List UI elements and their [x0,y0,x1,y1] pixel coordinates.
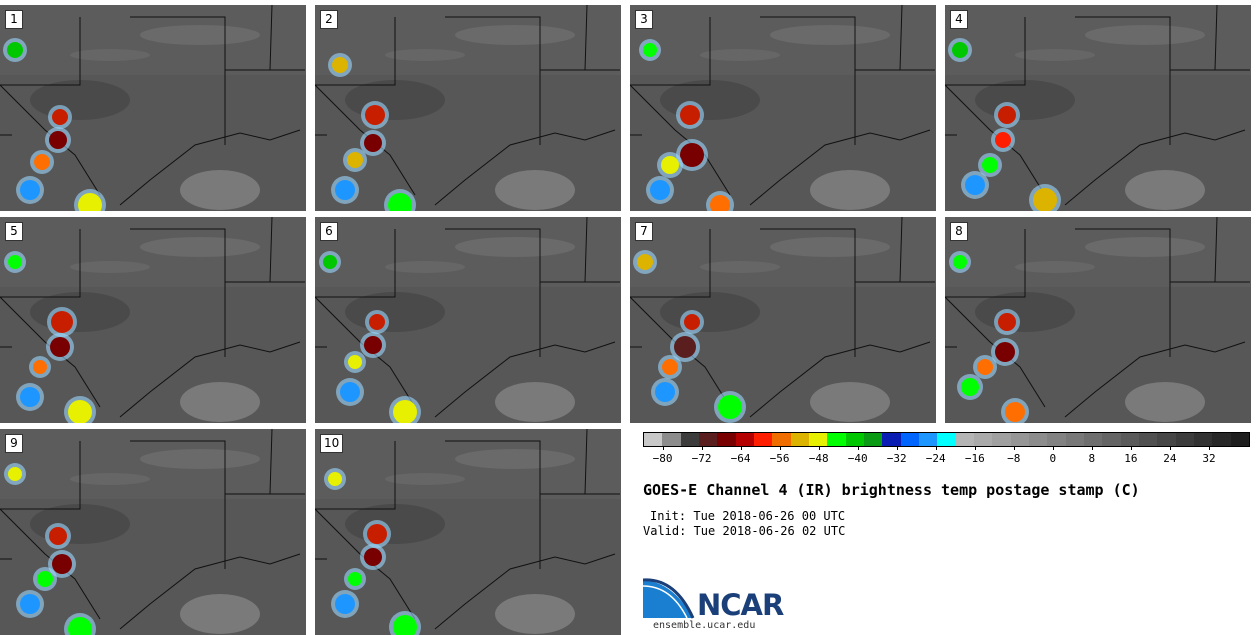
colorbar-segment [753,433,773,446]
colorbar-segment [735,433,754,446]
colorbar-segment [882,433,901,446]
colorbar-segment [1212,433,1231,446]
colorbar-segment [717,433,736,446]
colorbar-tick-label: 16 [1124,452,1138,465]
map-panel-9: 9 [0,429,306,635]
colorbar-segment [992,433,1011,446]
valid-time: Valid: Tue 2018-06-26 02 UTC [643,524,846,538]
panel-number-label: 10 [320,434,344,453]
colorbar-tick [1130,446,1132,450]
colorbar-tick [857,446,859,450]
colorbar-tick [701,446,703,450]
site-url: ensemble.ucar.edu [653,620,756,631]
map-panel-7: 7 [630,217,936,423]
colorbar-segment [1230,433,1249,446]
colorbar-segment [863,433,883,446]
panel-number-label: 6 [320,222,338,241]
panel-number-label: 7 [635,222,653,241]
colorbar-tick-label: −64 [730,452,751,465]
map-panel-5: 5 [0,217,306,423]
colorbar-segment [827,433,846,446]
colorbar-segment [1010,433,1029,446]
map-panel-2: 2 [315,5,621,211]
colorbar-segment [918,433,938,446]
colorbar-tick [1208,446,1210,450]
colorbar-segment [772,433,791,446]
colorbar-tick [1091,446,1093,450]
ncar-logo-icon [643,578,695,619]
colorbar-segment [662,433,681,446]
colorbar-tick-label: −32 [886,452,907,465]
colorbar-tick-label: −40 [847,452,868,465]
colorbar-segment [1047,433,1066,446]
colorbar-tick [935,446,937,450]
map-panel-6: 6 [315,217,621,423]
map-panel-4: 4 [945,5,1251,211]
colorbar-segment [900,433,919,446]
colorbar-tick-label: −24 [925,452,946,465]
colorbar-tick-label: 8 [1088,452,1096,465]
colorbar-segment [1193,433,1213,446]
colorbar-tick-label: −72 [691,452,712,465]
colorbar-tick-label: −16 [964,452,985,465]
colorbar-tick [1052,446,1054,450]
colorbar-tick [1013,446,1015,450]
panel-number-label: 4 [950,10,968,29]
colorbar-tick-label: −48 [808,452,829,465]
colorbar-segment [1138,433,1158,446]
colorbar-segment [973,433,993,446]
colorbar-tick [1169,446,1171,450]
colorbar-segment [1157,433,1176,446]
map-panel-1: 1 [0,5,306,211]
colorbar-tick [818,446,820,450]
colorbar-tick-label: 24 [1163,452,1177,465]
colorbar-segment [937,433,956,446]
colorbar [643,432,1250,447]
panel-number-label: 8 [950,222,968,241]
ncar-logo-text: NCAR [697,588,784,622]
panel-number-label: 3 [635,10,653,29]
colorbar-segment [680,433,699,446]
colorbar-segment [1028,433,1048,446]
colorbar-segment [1175,433,1194,446]
colorbar-segment [955,433,974,446]
colorbar-tick-label: −56 [769,452,790,465]
panel-number-label: 9 [5,434,23,453]
map-panel-10: 10 [315,429,621,635]
colorbar-segment [1083,433,1103,446]
product-title: GOES-E Channel 4 (IR) brightness temp po… [643,481,1140,499]
colorbar-tick-label: −80 [652,452,673,465]
colorbar-segment [698,433,718,446]
colorbar-segment [644,433,663,446]
init-time: Init: Tue 2018-06-26 00 UTC [650,509,846,523]
colorbar-segment [790,433,809,446]
colorbar-tick [662,446,664,450]
colorbar-segment [808,433,828,446]
colorbar-tick-label: 32 [1202,452,1216,465]
colorbar-tick [779,446,781,450]
colorbar-tick-label: −8 [1007,452,1021,465]
map-panel-8: 8 [945,217,1251,423]
colorbar-segment [1102,433,1121,446]
colorbar-tick [740,446,742,450]
colorbar-segment [1120,433,1139,446]
colorbar-segment [845,433,864,446]
map-panel-3: 3 [630,5,936,211]
colorbar-tick-label: 0 [1049,452,1057,465]
colorbar-ticks: −80 −72 −64 −56 −48 −40 −32 −24 −16 −8 0 8 16 24 32 [643,446,1248,466]
colorbar-tick [896,446,898,450]
colorbar-tick [974,446,976,450]
panel-number-label: 2 [320,10,338,29]
panel-number-label: 1 [5,10,23,29]
colorbar-segment [1065,433,1084,446]
panel-number-label: 5 [5,222,23,241]
